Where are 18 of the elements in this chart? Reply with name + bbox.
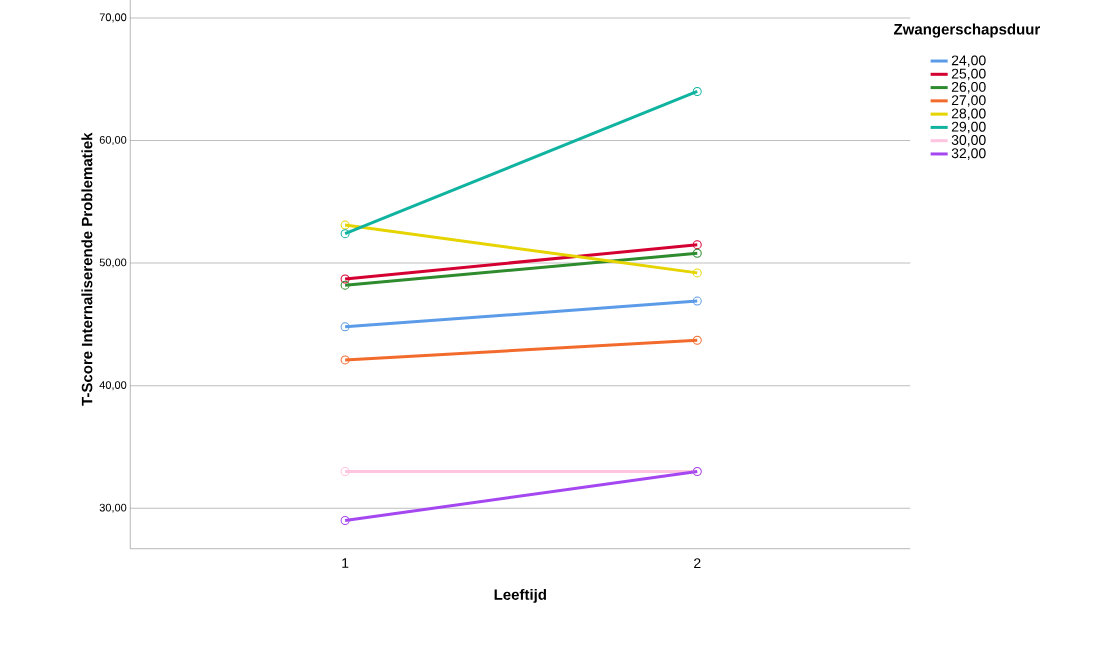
legend-label: 28,00 (951, 108, 986, 121)
legend-label: 32,00 (951, 148, 986, 160)
y-tick-label: 60,00 (99, 135, 127, 146)
legend-label: 29,00 (951, 121, 986, 134)
x-axis-title: Leeftijd (494, 588, 546, 603)
y-tick-label: 50,00 (99, 258, 127, 268)
legend-label: 30,00 (951, 135, 986, 147)
x-tick-label: 2 (694, 558, 701, 569)
y-tick-label: 70,00 (99, 13, 127, 23)
legend-title: Zwangerschapsduur (893, 23, 1041, 38)
legend-label: 24,00 (951, 55, 986, 67)
y-tick-label: 30,00 (99, 503, 127, 513)
legend-label: 25,00 (951, 68, 986, 81)
legend-label: 26,00 (951, 81, 986, 94)
legend-label: 27,00 (951, 95, 986, 107)
x-tick-label: 1 (342, 558, 349, 568)
y-axis-title: T-Score Internaliserende Problematiek (81, 132, 93, 406)
y-tick-label: 40,00 (99, 381, 127, 391)
